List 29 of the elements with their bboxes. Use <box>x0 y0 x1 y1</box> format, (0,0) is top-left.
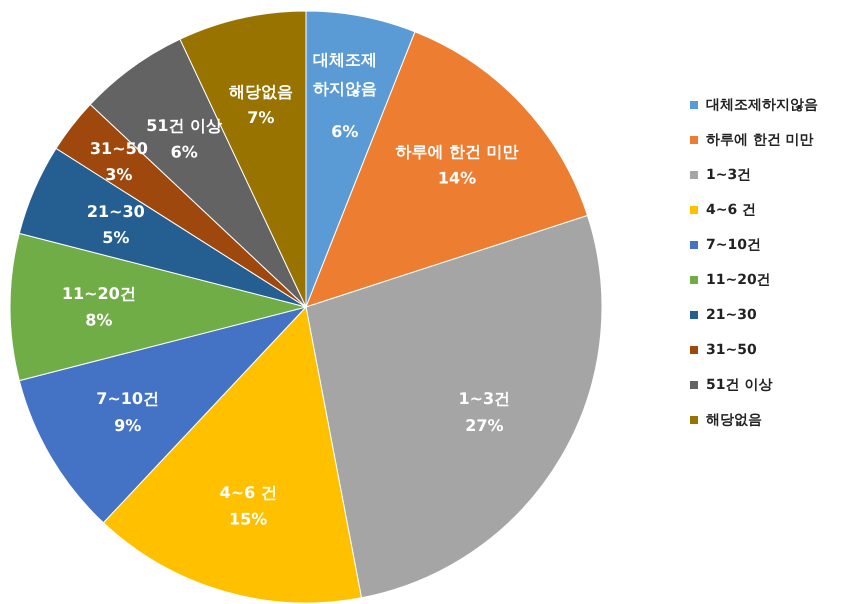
slice-label: 7~10건 <box>95 388 160 410</box>
data-label: 8% <box>85 310 112 330</box>
data-label: 7% <box>247 108 274 128</box>
slice-label: 하루에 한건 미만 <box>394 141 520 164</box>
slice-label: 11~20건 <box>60 283 137 305</box>
slice-label: 1~3건 <box>458 388 512 410</box>
data-label: 6% <box>331 122 358 141</box>
legend-label: 4~6 건 <box>706 202 756 218</box>
legend-label: 대체조제하지않음 <box>706 96 818 113</box>
legend-label: 21~30 <box>706 306 757 323</box>
data-label: 27% <box>465 416 504 435</box>
data-label: 15% <box>229 509 268 528</box>
data-label: 3% <box>105 165 132 184</box>
slice-label: 21~30 <box>86 200 146 223</box>
data-label: 5% <box>102 228 130 248</box>
legend-label: 해당없음 <box>706 412 762 428</box>
slice-label: 4~6 건 <box>218 482 278 504</box>
legend-label: 31~50 <box>706 342 757 358</box>
legend-label: 하루에 한건 미만 <box>706 132 814 148</box>
legend-label: 7~10건 <box>706 236 761 253</box>
legend-label: 1~3건 <box>706 166 752 183</box>
legend-label: 51건 이상 <box>706 376 772 393</box>
slice-label: 해당없음 <box>228 82 293 101</box>
data-label: 9% <box>114 416 142 435</box>
data-label: 14% <box>438 168 476 188</box>
legend-label: 11~20건 <box>706 272 771 288</box>
slice-label: 51건 이상 <box>146 116 222 136</box>
slice-label: 대체조제하지않음 <box>312 49 378 100</box>
data-label: 6% <box>170 142 198 162</box>
